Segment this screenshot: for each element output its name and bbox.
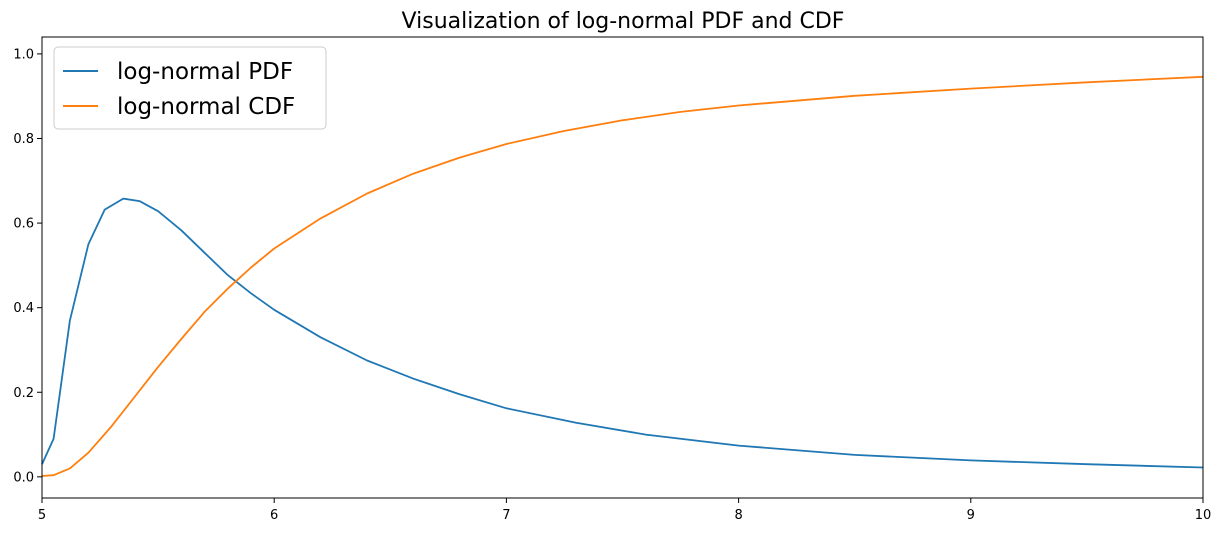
series-layer [41,75,1204,477]
x-tick-label: 7 [502,508,510,523]
x-tick-label: 10 [1195,508,1212,523]
chart-title: Visualization of log-normal PDF and CDF [402,9,845,34]
y-tick-label: 1.0 [13,47,34,62]
y-tick-label: 0.2 [13,386,34,401]
legend-label: log-normal CDF [117,94,295,120]
legend-box [53,46,327,130]
plot-frame [41,36,1204,499]
y-tick-label: 0.0 [13,470,34,485]
y-axis: 0.0 0.2 0.4 0.6 0.8 1.0 [13,47,42,485]
x-tick-label: 5 [38,508,46,523]
legend-label: log-normal PDF [117,59,293,85]
series-line-pdf [41,197,1204,469]
x-axis: 5 6 7 8 9 10 [38,498,1211,523]
legend: log-normal PDF log-normal CDF [53,46,327,130]
x-tick-label: 8 [734,508,742,523]
series-line-cdf [41,75,1204,477]
x-tick-label: 6 [270,508,278,523]
y-tick-label: 0.6 [13,217,34,232]
y-tick-label: 0.8 [13,132,34,147]
y-tick-label: 0.4 [13,301,34,316]
x-tick-label: 9 [967,508,975,523]
